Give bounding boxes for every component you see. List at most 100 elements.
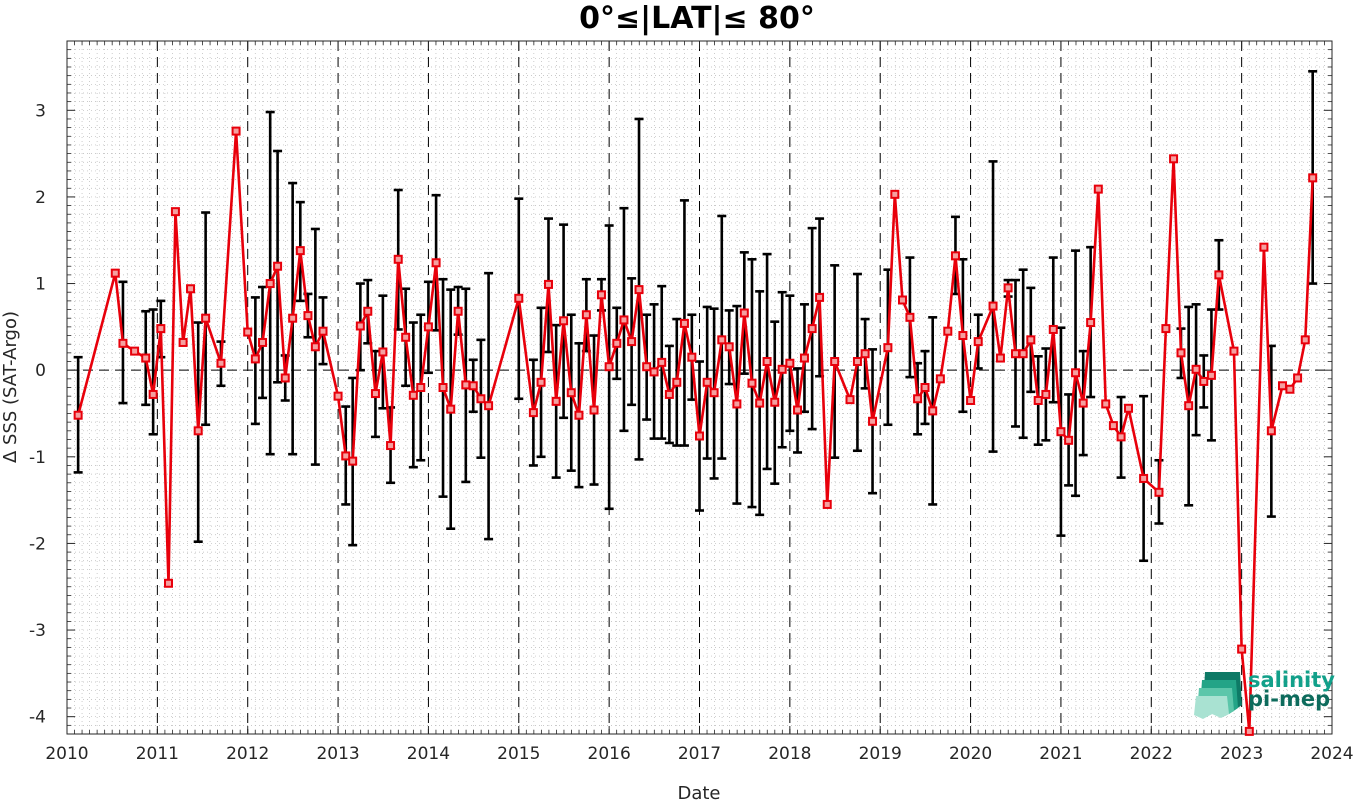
data-point-marker bbox=[1244, 726, 1254, 736]
data-point-marker bbox=[807, 324, 817, 334]
data-point-marker bbox=[799, 353, 809, 363]
data-point-marker bbox=[453, 306, 463, 316]
data-point-marker bbox=[1048, 324, 1058, 334]
y-tick-label: -4 bbox=[29, 708, 46, 728]
data-point-marker bbox=[1176, 348, 1186, 358]
data-point-marker bbox=[355, 321, 365, 331]
data-point-marker bbox=[913, 394, 923, 404]
data-point-marker bbox=[378, 347, 388, 357]
data-point-marker bbox=[318, 326, 328, 336]
data-point-marker bbox=[348, 456, 358, 466]
y-tick-label: 3 bbox=[35, 101, 46, 121]
data-point-marker bbox=[1154, 487, 1164, 497]
y-tick-label: 2 bbox=[35, 188, 46, 208]
data-point-marker bbox=[732, 399, 742, 409]
data-point-marker bbox=[431, 258, 441, 268]
data-point-marker bbox=[1308, 173, 1318, 183]
data-point-marker bbox=[559, 316, 569, 326]
data-point-marker bbox=[920, 383, 930, 392]
data-point-marker bbox=[1285, 384, 1295, 394]
data-point-marker bbox=[566, 388, 576, 398]
data-point-marker bbox=[551, 396, 561, 406]
data-point-marker bbox=[1056, 427, 1066, 437]
x-tick-label: 2010 bbox=[45, 744, 88, 764]
data-point-marker bbox=[514, 293, 524, 303]
x-tick-label: 2012 bbox=[226, 744, 269, 764]
data-point-marker bbox=[250, 354, 260, 364]
data-point-marker bbox=[370, 389, 380, 399]
data-point-marker bbox=[1229, 346, 1239, 356]
data-point-marker bbox=[943, 326, 953, 336]
plot-frame bbox=[66, 40, 1333, 735]
data-point-marker bbox=[1041, 389, 1051, 399]
data-point-marker bbox=[401, 332, 411, 342]
data-point-marker bbox=[1199, 376, 1209, 386]
data-point-marker bbox=[709, 388, 719, 398]
data-point-marker bbox=[574, 410, 584, 420]
data-point-marker bbox=[416, 383, 426, 392]
data-point-marker bbox=[634, 285, 644, 295]
data-point-marker bbox=[1026, 335, 1036, 345]
data-point-marker bbox=[883, 343, 893, 353]
data-point-marker bbox=[1161, 324, 1171, 334]
y-tick-label: 0 bbox=[35, 361, 46, 381]
error-bar bbox=[148, 308, 158, 436]
y-axis-label: Δ SSS (SAT-Argo) bbox=[0, 311, 21, 463]
y-tick-label: -2 bbox=[29, 534, 46, 554]
data-point-marker bbox=[141, 353, 151, 363]
x-tick-label: 2016 bbox=[588, 744, 631, 764]
data-point-marker bbox=[1139, 473, 1149, 483]
data-point-marker bbox=[852, 357, 862, 367]
data-point-marker bbox=[528, 408, 538, 418]
data-point-marker bbox=[536, 377, 546, 387]
data-point-marker bbox=[596, 290, 606, 300]
data-point-marker bbox=[148, 389, 158, 399]
data-point-marker bbox=[258, 337, 268, 347]
x-tick-label: 2020 bbox=[949, 744, 992, 764]
data-point-marker bbox=[589, 405, 599, 415]
x-tick-label: 2015 bbox=[497, 744, 540, 764]
year-dividers bbox=[156, 41, 1243, 734]
data-point-marker bbox=[438, 383, 448, 392]
data-point-marker bbox=[243, 327, 253, 337]
data-point-marker bbox=[393, 254, 403, 264]
data-point-marker bbox=[170, 207, 180, 217]
data-point-marker bbox=[468, 381, 478, 391]
x-tick-label: 2017 bbox=[678, 744, 721, 764]
data-point-marker bbox=[657, 357, 667, 367]
data-point-marker bbox=[950, 251, 960, 261]
data-point-marker bbox=[995, 353, 1005, 363]
data-point-marker bbox=[785, 358, 795, 368]
data-point-marker bbox=[1116, 432, 1126, 442]
data-point-marker bbox=[966, 395, 976, 405]
data-point-marker bbox=[604, 362, 614, 372]
data-point-marker bbox=[679, 318, 689, 328]
data-point-marker bbox=[1011, 349, 1021, 359]
data-point-marker bbox=[1300, 335, 1310, 345]
x-tick-label: 2018 bbox=[768, 744, 811, 764]
data-point-marker bbox=[280, 373, 290, 383]
data-point-marker bbox=[193, 426, 203, 436]
data-point-marker bbox=[928, 406, 938, 416]
data-point-marker bbox=[363, 306, 373, 316]
data-point-marker bbox=[890, 189, 900, 199]
data-point-marker bbox=[1237, 644, 1247, 654]
data-point-marker bbox=[1071, 368, 1081, 378]
data-point-marker bbox=[747, 378, 757, 388]
data-series bbox=[73, 126, 1318, 736]
data-point-marker bbox=[408, 390, 418, 400]
data-point-marker bbox=[845, 395, 855, 405]
data-point-marker bbox=[1277, 381, 1287, 391]
data-point-marker bbox=[73, 410, 83, 420]
data-point-marker bbox=[830, 357, 840, 367]
data-point-marker bbox=[543, 279, 553, 289]
data-point-marker bbox=[687, 352, 697, 362]
data-point-marker bbox=[461, 380, 471, 390]
data-point-marker bbox=[1093, 184, 1103, 194]
data-point-marker bbox=[1191, 364, 1201, 374]
data-point-marker bbox=[777, 364, 787, 374]
data-point-marker bbox=[672, 377, 682, 387]
data-point-marker bbox=[627, 337, 637, 347]
logo-line1: salinity bbox=[1248, 668, 1335, 692]
